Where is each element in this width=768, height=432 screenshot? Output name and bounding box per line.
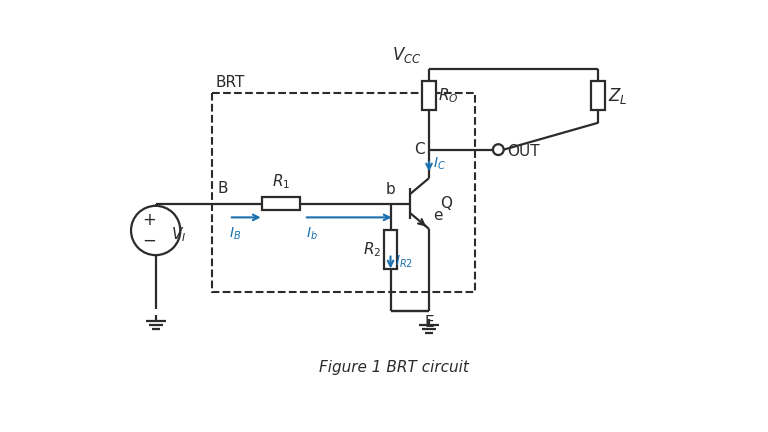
Bar [422,81,436,110]
Circle shape [493,144,504,155]
Text: $V_{CC}$: $V_{CC}$ [392,45,422,65]
Circle shape [131,206,180,255]
Text: E: E [424,315,434,330]
Text: $I_C$: $I_C$ [433,156,445,172]
Text: −: − [143,232,157,250]
Text: $Z_L$: $Z_L$ [607,86,627,106]
Bar [262,197,300,210]
Text: Q: Q [440,196,452,211]
Text: b: b [386,182,396,197]
Text: $R_O$: $R_O$ [439,86,458,105]
Text: e: e [433,208,442,223]
Bar [383,231,398,269]
Text: B: B [217,181,228,196]
Text: $R_1$: $R_1$ [272,172,290,191]
Text: C: C [414,142,425,157]
Text: $I_b$: $I_b$ [306,226,318,242]
Text: $I_{R2}$: $I_{R2}$ [396,254,413,270]
Text: +: + [143,212,157,229]
Bar [212,93,475,292]
Text: BRT: BRT [216,75,245,89]
Text: $V_I$: $V_I$ [171,225,187,244]
Text: $R_2$: $R_2$ [363,240,381,259]
Text: $I_B$: $I_B$ [229,226,241,242]
Text: OUT: OUT [507,144,539,159]
Bar [591,81,605,110]
Text: Figure 1 BRT circuit: Figure 1 BRT circuit [319,360,468,375]
